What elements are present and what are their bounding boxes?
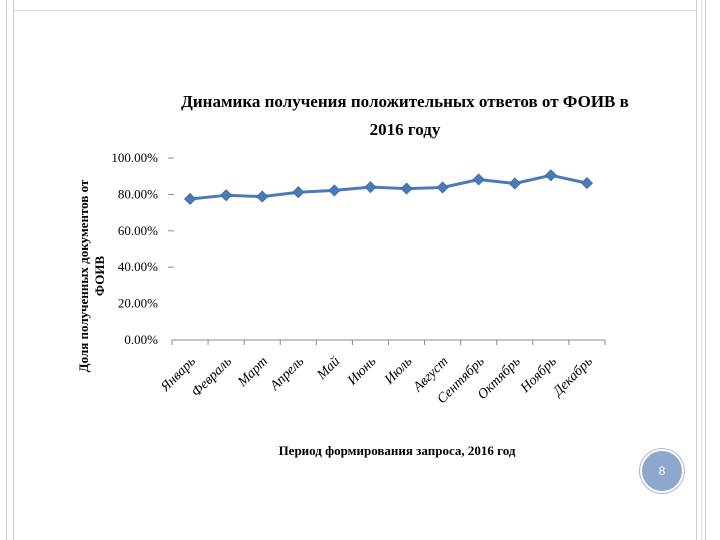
y-axis-title-line-2: ФОИВ (92, 256, 107, 297)
data-point-marker (472, 173, 485, 186)
data-point-marker (436, 181, 449, 194)
page-number-badge: 8 (640, 449, 684, 493)
chart-title-line-1: Динамика получения положительных ответов… (181, 92, 629, 111)
data-point-marker (400, 182, 413, 195)
slide-frame-right (696, 0, 706, 540)
x-tick-label: Апрель (267, 354, 307, 394)
slide-frame-right-inner (701, 0, 702, 540)
data-point-marker (364, 181, 377, 194)
data-point-marker (508, 177, 521, 190)
y-axis-title-line-1: Доля полученных документов от (76, 179, 91, 372)
x-tick-label: Май (314, 354, 343, 383)
x-tick-label: Февраль (189, 354, 235, 400)
slide-frame-top (14, 10, 696, 11)
data-point-marker (544, 169, 557, 182)
series-line (189, 173, 588, 201)
y-tick-label: 80.00% (118, 186, 158, 201)
y-tick-label: 20.00% (118, 296, 158, 311)
chart-title-line-2: 2016 году (370, 120, 441, 139)
y-tick-label: 0.00% (124, 332, 158, 347)
page-number: 8 (658, 464, 666, 478)
data-point-marker (183, 192, 197, 206)
x-axis-title: Период формирования запроса, 2016 год (279, 443, 516, 458)
y-tick-label: 100.00% (111, 150, 158, 165)
x-tick-label: Июль (381, 354, 415, 388)
y-tick-label: 40.00% (118, 259, 158, 274)
x-tick-label: Декабрь (549, 354, 595, 400)
x-tick-label: Июнь (344, 354, 379, 389)
data-point-marker (256, 190, 269, 203)
data-point-marker (292, 186, 305, 199)
data-point-marker (220, 189, 233, 202)
data-point-marker (580, 177, 594, 190)
slide-frame-left (6, 0, 14, 540)
y-tick-label: 60.00% (118, 223, 158, 238)
data-point-marker (328, 184, 341, 197)
x-tick-label: Март (235, 354, 271, 390)
